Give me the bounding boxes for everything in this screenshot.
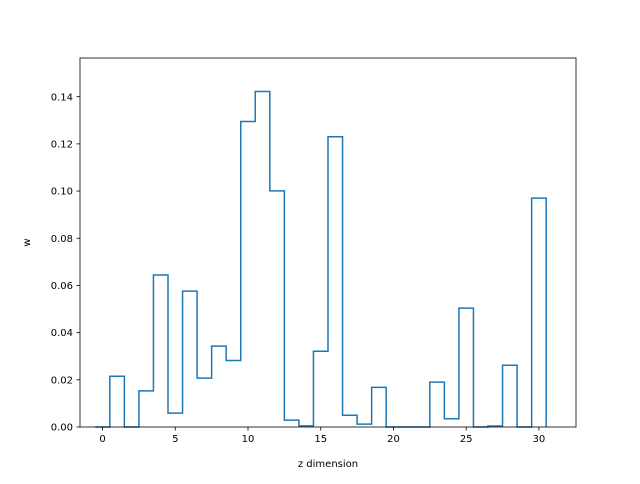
y-tick-label: 0.06 bbox=[51, 281, 73, 292]
plot-frame bbox=[79, 57, 577, 428]
y-tick-label: 0.12 bbox=[51, 139, 73, 150]
y-tick-label: 0.10 bbox=[51, 187, 73, 198]
y-tick-label: 0.08 bbox=[51, 234, 73, 245]
y-tick-label: 0.00 bbox=[51, 423, 73, 434]
x-tick-label: 10 bbox=[242, 434, 255, 445]
y-tick-label: 0.04 bbox=[51, 328, 73, 339]
y-tick-label: 0.02 bbox=[51, 375, 73, 386]
y-tick-label: 0.14 bbox=[51, 92, 73, 103]
x-tick-label: 0 bbox=[99, 434, 105, 445]
x-tick-label: 30 bbox=[533, 434, 546, 445]
x-axis-ticks: 0 5 10 15 20 25 30 bbox=[99, 427, 545, 445]
y-axis-ticks: 0.00 0.02 0.04 0.06 0.08 0.10 0.12 0.14 bbox=[51, 92, 80, 434]
y-axis-label: w bbox=[22, 238, 33, 246]
x-tick-label: 5 bbox=[172, 434, 178, 445]
x-axis-label: z dimension bbox=[298, 459, 358, 470]
x-tick-label: 25 bbox=[460, 434, 473, 445]
x-tick-label: 15 bbox=[314, 434, 327, 445]
x-tick-label: 20 bbox=[387, 434, 400, 445]
